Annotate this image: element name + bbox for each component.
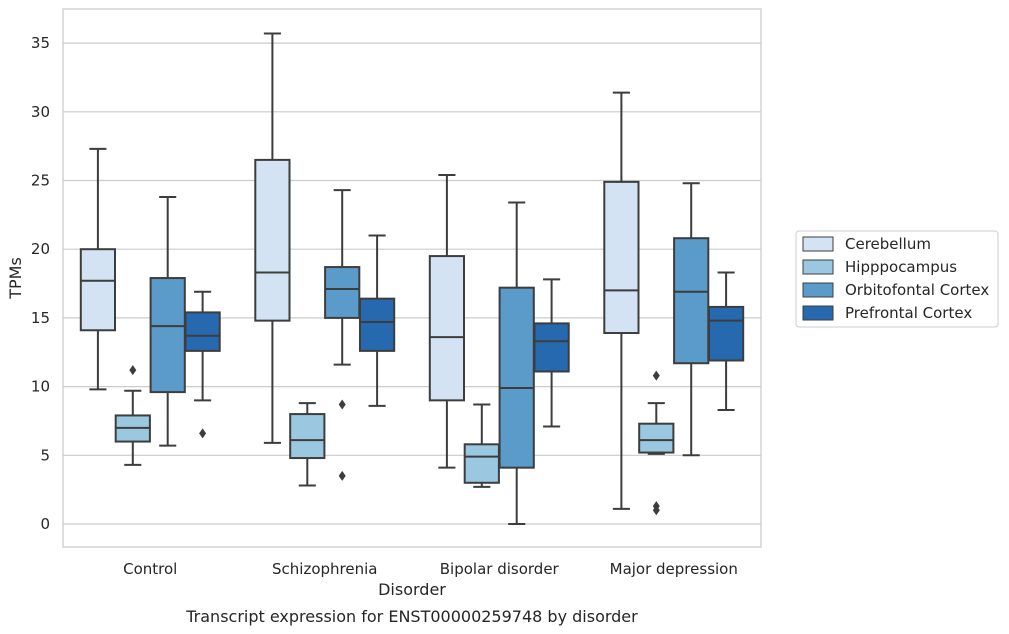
outlier-point: [338, 399, 346, 410]
legend-label: Cerebellum: [845, 235, 931, 253]
box-hipppocampus: [463, 403, 500, 488]
box-prefrontal-cortex: [533, 278, 570, 428]
box-iqr: [324, 266, 361, 319]
box-cerebellum: [603, 91, 640, 510]
legend-label: Prefrontal Cortex: [845, 304, 972, 322]
x-tick-label: Major depression: [610, 560, 738, 578]
legend-swatch: [802, 305, 834, 321]
legend-swatch: [802, 259, 834, 275]
x-axis-ticks: Control Schizophrenia Bipolar disorder Majo…: [123, 560, 738, 578]
x-axis-title: Disorder: [378, 580, 446, 599]
box-series: [79, 32, 745, 525]
y-tick-label: 0: [40, 515, 50, 533]
legend-frame: [795, 230, 999, 328]
box-iqr: [254, 158, 291, 322]
outlier-point: [652, 370, 660, 381]
y-axis-ticks: 0 5 10 15 20 25 30 35: [31, 34, 50, 533]
box-prefrontal-cortex: [707, 271, 745, 411]
box-iqr: [149, 277, 186, 394]
box-iqr: [603, 180, 640, 335]
box-hipppocampus: [114, 365, 151, 466]
box-orbitofontal-cortex: [149, 195, 186, 447]
box-orbitofontal-cortex: [673, 182, 710, 457]
outlier-point: [338, 470, 346, 481]
box-iqr: [79, 248, 117, 332]
box-cerebellum: [428, 174, 466, 469]
legend-swatch: [802, 282, 834, 298]
y-axis-title: TPMs: [6, 257, 25, 300]
x-tick-label: Schizophrenia: [272, 560, 377, 578]
box-iqr: [358, 297, 396, 352]
box-orbitofontal-cortex: [324, 189, 361, 481]
y-tick-label: 15: [31, 309, 50, 327]
chart-caption: Transcript expression for ENST0000025974…: [185, 607, 638, 626]
legend-swatch: [802, 236, 834, 252]
legend-label: Hipppocampus: [845, 258, 957, 276]
y-tick-label: 35: [31, 34, 50, 52]
box-iqr: [707, 305, 745, 362]
box-iqr: [184, 311, 221, 352]
box-iqr: [638, 422, 675, 454]
box-iqr: [673, 237, 710, 365]
box-hipppocampus: [289, 402, 326, 487]
y-tick-label: 5: [40, 446, 50, 464]
legend-label: Orbitofontal Cortex: [845, 281, 989, 299]
y-tick-label: 20: [31, 240, 50, 258]
outlier-point: [129, 365, 137, 376]
outlier-point: [652, 505, 660, 516]
x-tick-label: Bipolar disorder: [440, 560, 560, 578]
box-iqr: [289, 413, 326, 460]
box-iqr: [533, 322, 570, 373]
box-orbitofontal-cortex: [498, 201, 535, 525]
y-tick-label: 10: [31, 378, 50, 396]
box-prefrontal-cortex: [358, 234, 396, 407]
legend: Cerebellum Hipppocampus Orbitofontal Corte…: [795, 230, 999, 328]
x-tick-label: Control: [123, 560, 177, 578]
box-hipppocampus: [638, 370, 675, 516]
box-prefrontal-cortex: [184, 290, 221, 439]
box-iqr: [498, 286, 535, 469]
box-iqr: [463, 443, 500, 484]
box-iqr: [428, 255, 466, 402]
plot-area-frame: [62, 8, 762, 548]
outlier-point: [199, 428, 207, 439]
box-cerebellum: [254, 32, 291, 444]
box-cerebellum: [79, 147, 117, 391]
y-tick-label: 30: [31, 103, 50, 121]
y-tick-label: 25: [31, 172, 50, 190]
